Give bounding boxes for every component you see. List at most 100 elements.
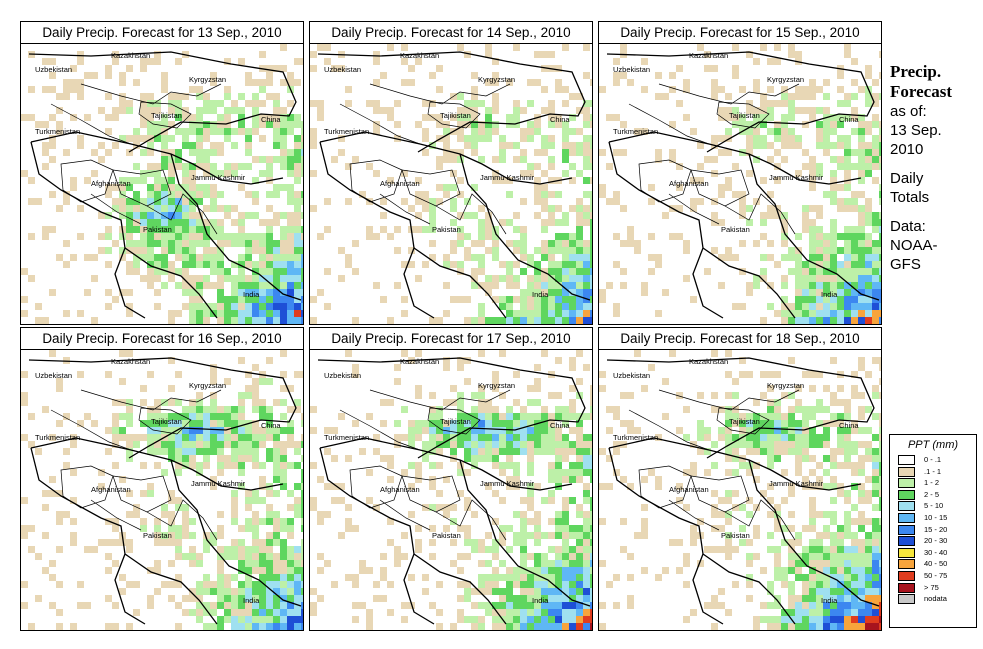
precip-cell [746, 441, 753, 448]
precip-cell [126, 441, 133, 448]
precip-cell [513, 371, 520, 378]
precip-cell [210, 142, 217, 149]
precip-cell [324, 560, 331, 567]
precip-cell [837, 623, 844, 630]
precip-cell [464, 212, 471, 219]
precip-cell [231, 623, 238, 630]
precip-cell [590, 448, 592, 455]
precip-cell [217, 588, 224, 595]
precip-cell [119, 427, 126, 434]
precip-cell [238, 609, 245, 616]
precip-cell [259, 275, 266, 282]
precip-cell [844, 616, 851, 623]
precip-cell [464, 247, 471, 254]
precip-cell [252, 364, 259, 371]
precip-cell [259, 135, 266, 142]
precip-cell [259, 233, 266, 240]
precip-cell [422, 128, 429, 135]
precip-grid [599, 350, 881, 630]
precip-cell [126, 65, 133, 72]
precip-cell [872, 240, 879, 247]
precip-cell [301, 240, 303, 247]
precip-cell [823, 261, 830, 268]
precip-cell [345, 504, 352, 511]
precip-cell [317, 114, 324, 121]
precip-cell [711, 602, 718, 609]
precip-cell [140, 434, 147, 441]
precip-cell [879, 317, 881, 324]
precip-cell [520, 616, 527, 623]
precip-cell [725, 114, 732, 121]
precip-cell [429, 240, 436, 247]
precip-cell [478, 121, 485, 128]
precip-cell [569, 399, 576, 406]
precip-cell [387, 177, 394, 184]
precip-cell [266, 623, 273, 630]
precip-cell [168, 268, 175, 275]
precip-cell [767, 406, 774, 413]
precip-cell [203, 156, 210, 163]
precip-cell [534, 553, 541, 560]
precip-cell [697, 163, 704, 170]
precip-cell [569, 177, 576, 184]
precip-cell [576, 469, 583, 476]
precip-cell [408, 574, 415, 581]
precip-cell [182, 219, 189, 226]
precip-cell [555, 289, 562, 296]
precip-cell [823, 434, 830, 441]
border-line [401, 169, 461, 207]
precip-cell [527, 490, 534, 497]
precip-cell [492, 574, 499, 581]
precip-cell [394, 226, 401, 233]
precip-cell [844, 240, 851, 247]
precip-cell [126, 198, 133, 205]
precip-cell [837, 532, 844, 539]
map-label-turkmenistan: Turkmenistan [35, 433, 80, 442]
precip-cell [802, 434, 809, 441]
precip-cell [760, 114, 767, 121]
precip-cell [548, 518, 555, 525]
precip-cell [576, 205, 583, 212]
precip-cell [569, 525, 576, 532]
precip-cell [583, 497, 590, 504]
precip-cell [245, 427, 252, 434]
precip-cell [590, 525, 592, 532]
precip-cell [252, 525, 259, 532]
precip-cell [662, 93, 669, 100]
precip-cell [49, 135, 56, 142]
precip-cell [317, 511, 324, 518]
legend-label: 40 - 50 [924, 559, 948, 569]
precip-cell [224, 240, 231, 247]
precip-cell [294, 567, 301, 574]
precip-cell [851, 191, 858, 198]
precip-cell [182, 518, 189, 525]
precip-cell [548, 317, 555, 324]
precip-cell [175, 434, 182, 441]
precip-cell [457, 392, 464, 399]
precip-cell [196, 282, 203, 289]
precip-cell [576, 378, 583, 385]
precip-cell [809, 406, 816, 413]
precip-cell [555, 476, 562, 483]
precip-cell [816, 546, 823, 553]
precip-cell [98, 156, 105, 163]
precip-cell [865, 371, 872, 378]
precip-cell [273, 469, 280, 476]
precip-cell [520, 567, 527, 574]
precip-cell [865, 100, 872, 107]
precip-cell [837, 385, 844, 392]
precip-cell [161, 198, 168, 205]
precip-cell [879, 310, 881, 317]
precip-cell [373, 504, 380, 511]
precip-cell [238, 441, 245, 448]
precip-cell [189, 310, 196, 317]
precip-cell [851, 317, 858, 324]
precip-cell [301, 142, 303, 149]
precip-cell [583, 289, 590, 296]
asof-line2: 13 Sep. [890, 122, 942, 139]
precip-cell [620, 282, 627, 289]
precip-cell [879, 240, 881, 247]
precip-cell [830, 198, 837, 205]
precip-cell [795, 303, 802, 310]
precip-cell [513, 427, 520, 434]
